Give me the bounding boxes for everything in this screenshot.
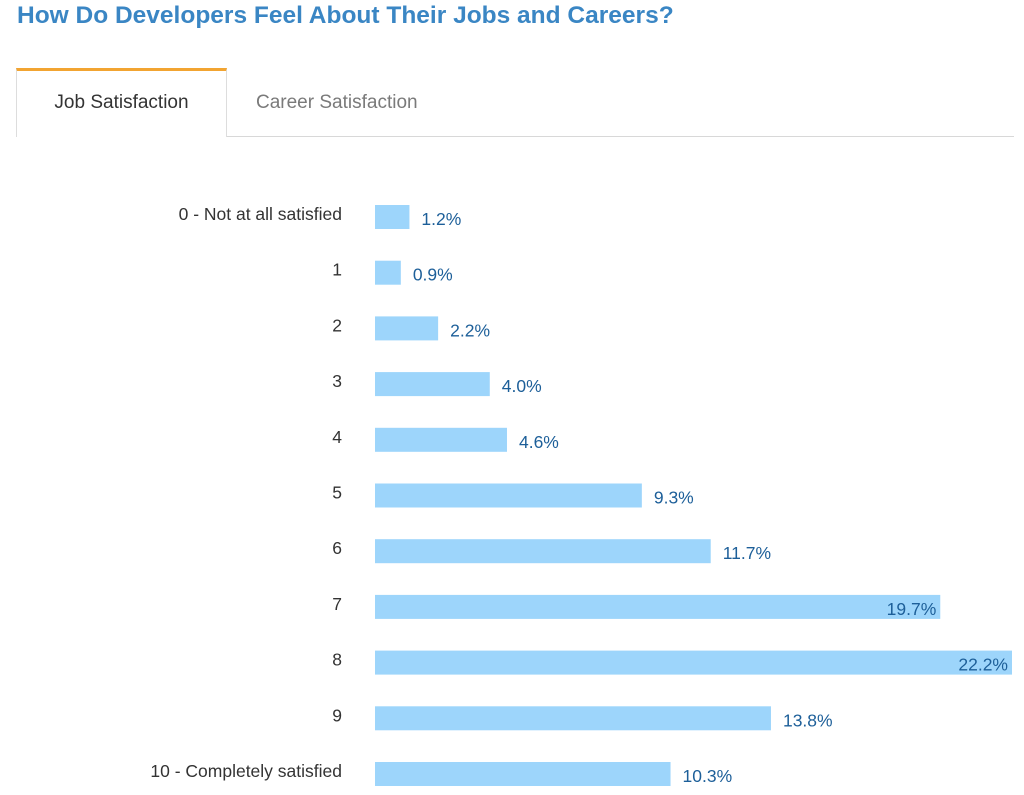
bar (375, 205, 410, 229)
bar (375, 762, 671, 786)
category-label: 0 - Not at all satisfied (179, 204, 342, 224)
category-label: 9 (332, 705, 342, 725)
value-label: 13.8% (783, 710, 833, 730)
category-label: 5 (332, 483, 342, 503)
bar (375, 539, 711, 564)
bar (375, 483, 642, 508)
value-label: 2.2% (450, 320, 490, 340)
bar (375, 594, 941, 619)
value-label: 11.7% (723, 543, 771, 563)
category-label: 1 (332, 260, 342, 280)
value-label: 9.3% (654, 488, 694, 508)
category-label: 6 (332, 538, 342, 558)
category-label: 2 (332, 315, 342, 335)
value-label: 22.2% (958, 655, 1008, 675)
value-label: 1.2% (421, 209, 461, 229)
category-label: 8 (332, 650, 342, 670)
bar (375, 650, 1012, 675)
category-label: 3 (332, 371, 342, 391)
category-label: 10 - Completely satisfied (150, 761, 342, 781)
tab-career-satisfaction[interactable]: Career Satisfaction (256, 92, 418, 113)
bar (375, 316, 439, 341)
bar (375, 372, 490, 397)
tab-bar: Job Satisfaction Career Satisfaction (16, 68, 1014, 137)
category-label: 7 (332, 594, 342, 614)
page-title: How Do Developers Feel About Their Jobs … (17, 2, 674, 29)
value-label: 4.0% (502, 376, 542, 396)
category-label: 4 (332, 427, 342, 447)
bar (375, 706, 771, 731)
bar (375, 260, 401, 285)
value-label: 19.7% (887, 599, 937, 619)
value-label: 10.3% (683, 766, 733, 786)
tab-job-satisfaction[interactable]: Job Satisfaction (16, 68, 227, 137)
value-label: 0.9% (413, 265, 453, 285)
value-label: 4.6% (519, 432, 559, 452)
bar (375, 427, 507, 452)
